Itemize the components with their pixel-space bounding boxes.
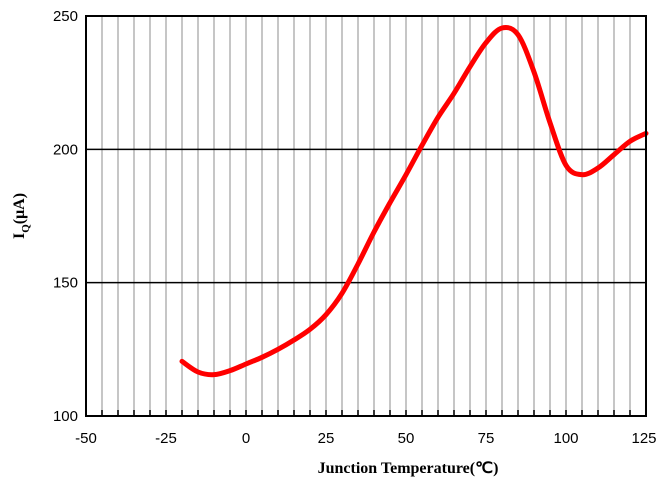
x-tick-label: 100 [553, 430, 578, 447]
x-tick-label: 75 [478, 430, 495, 447]
series-layer [179, 24, 649, 378]
y-axis-title-main: I [11, 233, 28, 239]
x-tick-label: 50 [398, 430, 415, 447]
vertical-gridlines [101, 16, 631, 416]
x-tick-label: 125 [631, 430, 656, 447]
y-axis-title-suffix: (μA) [11, 193, 28, 224]
horizontal-gridlines [86, 148, 646, 284]
x-tick-label: 25 [318, 430, 335, 447]
x-tick-label: -25 [155, 430, 177, 447]
y-tick-label: 150 [53, 275, 78, 292]
y-axis-title-subscript: Q [20, 224, 32, 233]
y-axis-title: IQ(μA) [11, 193, 32, 239]
x-tick-labels: -50 -25 0 25 50 75 100 125 [75, 430, 656, 447]
y-tick-label: 250 [53, 8, 78, 25]
series-line [179, 24, 649, 378]
y-tick-label: 100 [53, 408, 78, 425]
x-tick-label: -50 [75, 430, 97, 447]
x-tick-label: 0 [242, 430, 250, 447]
y-tick-label: 200 [53, 141, 78, 158]
plot-frame [85, 15, 647, 417]
y-tick-labels: 100 150 200 250 [53, 8, 78, 425]
x-axis-title: Junction Temperature(℃) [318, 460, 499, 477]
plot-background [86, 16, 646, 416]
